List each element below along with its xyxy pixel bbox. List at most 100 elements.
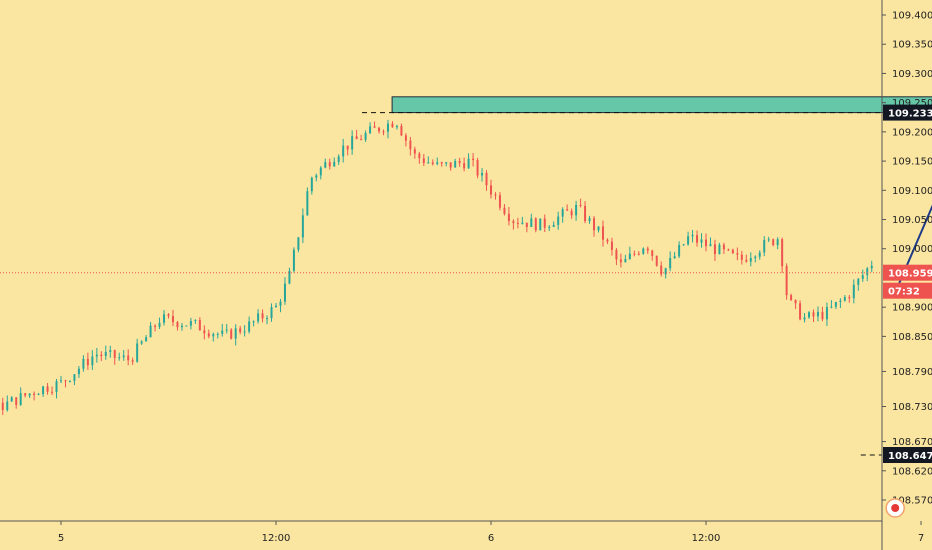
current-price-tag: 108.959 (888, 269, 932, 280)
price-tick-label: 109.350 (892, 40, 932, 51)
candle-body (821, 311, 824, 320)
candle-body (691, 235, 694, 237)
candle-body (355, 136, 358, 140)
candle-body (848, 297, 851, 299)
candle-body (852, 284, 855, 299)
candle-body (230, 329, 233, 339)
price-tick-label: 109.000 (892, 244, 932, 255)
candle-body (163, 314, 166, 323)
overlay-layer: SELL LIMITTARGET (0, 96, 932, 456)
candle-body (64, 380, 67, 382)
candle-body (615, 249, 618, 260)
candle-body (73, 374, 76, 381)
sell-zone (391, 96, 932, 114)
candle-body (395, 125, 398, 128)
candle-body (28, 393, 31, 396)
candle-body (651, 250, 654, 256)
candle-body (799, 303, 802, 320)
candle-body (445, 162, 448, 164)
candle-body (400, 125, 403, 136)
candle-body (472, 158, 475, 160)
candle-body (158, 322, 161, 327)
candle-body (378, 127, 381, 132)
candle-body (418, 153, 421, 159)
candle-body (136, 343, 139, 362)
candle-body (386, 123, 389, 132)
candle-body (440, 162, 443, 164)
candle-body (803, 317, 806, 320)
candle-body (131, 360, 134, 362)
candle-body (266, 318, 269, 320)
candle-body (243, 331, 246, 333)
candle-body (409, 140, 412, 150)
candle-body (6, 401, 9, 411)
candle-body (628, 253, 631, 259)
candle-body (15, 397, 18, 405)
candle-body (731, 249, 734, 254)
candle-body (516, 222, 519, 224)
candle-body (315, 175, 318, 178)
candle-body (705, 239, 707, 247)
candle-body (42, 386, 45, 395)
candle-body (189, 321, 192, 326)
candle-body (754, 256, 757, 259)
price-tick-label: 109.100 (892, 186, 932, 197)
candle-body (673, 256, 676, 258)
candle-body (601, 226, 604, 240)
price-tick-label: 108.850 (892, 332, 932, 343)
candle-body (593, 218, 596, 231)
sell-limit-price-tag-bg (883, 104, 932, 121)
candle-body (570, 210, 573, 216)
candle-body (297, 237, 300, 250)
candle-body (292, 249, 295, 271)
candle-body (642, 248, 645, 254)
candle-body (261, 313, 264, 319)
candle-body (203, 330, 206, 334)
candle-body (857, 278, 860, 285)
candle-body (758, 252, 761, 257)
candle-body (722, 244, 725, 250)
candle-body (646, 248, 649, 251)
candle-body (33, 393, 36, 395)
candle-body (324, 162, 327, 168)
candle-body (467, 158, 470, 169)
time-tick-label: 6 (488, 533, 494, 544)
candle-body (498, 195, 501, 208)
candle-body (257, 313, 260, 322)
candle-body (91, 356, 94, 366)
candle-body (619, 259, 622, 263)
candle-body (794, 299, 797, 304)
time-tick-label: 12:00 (262, 533, 291, 544)
candle-body (490, 185, 492, 195)
candle-body (843, 297, 846, 301)
candle-body (825, 307, 828, 320)
candle-body (95, 354, 98, 357)
projection-path (894, 204, 932, 293)
price-tick-label: 108.570 (892, 496, 932, 507)
price-tick-label: 109.150 (892, 157, 932, 168)
candle-body (534, 218, 537, 231)
candle-body (225, 329, 228, 331)
candle-body (279, 301, 282, 306)
candle-body (624, 258, 627, 263)
candle-body (77, 368, 80, 375)
candle-body (866, 268, 869, 276)
candle-body (82, 358, 85, 369)
candle-body (122, 355, 125, 358)
candle-body (606, 239, 609, 242)
candle-body (740, 254, 743, 260)
candle-body (834, 301, 837, 307)
candle-body (700, 239, 703, 243)
candle-body (776, 239, 779, 246)
candle-body (575, 204, 578, 216)
candle-body (664, 268, 667, 275)
candle-body (637, 253, 640, 255)
candle-body (633, 253, 636, 255)
candle-body (369, 126, 372, 134)
candle-body (655, 255, 658, 266)
candle-body (19, 393, 22, 405)
candle-body (557, 216, 560, 225)
candle-body (561, 209, 564, 217)
